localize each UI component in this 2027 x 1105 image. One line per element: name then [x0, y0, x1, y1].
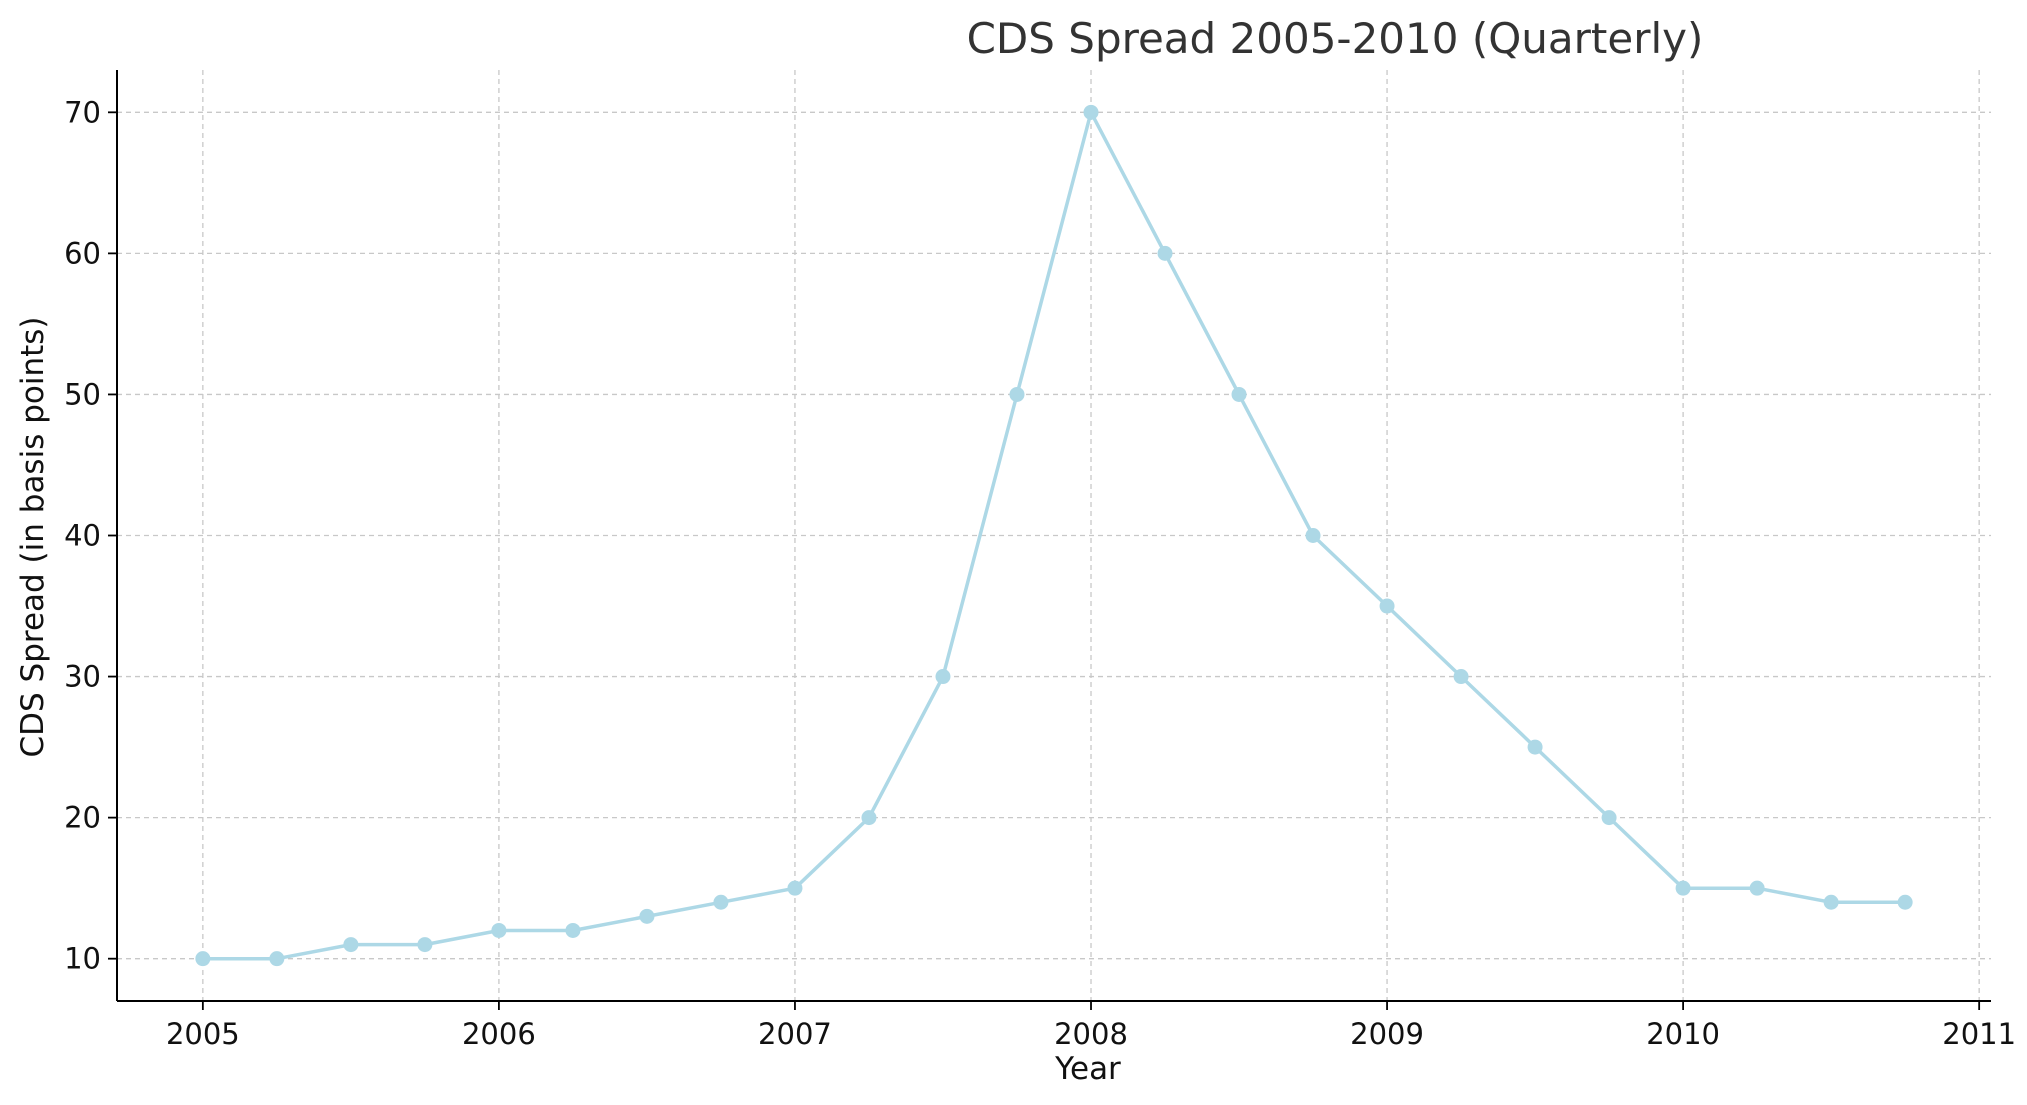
y-axis-ticks: 10 20 30 40 50 60 70 — [64, 95, 117, 976]
data-point — [639, 908, 655, 924]
y-tick-label: 10 — [64, 942, 101, 976]
grid — [117, 70, 1991, 1001]
data-point — [1527, 739, 1543, 755]
x-axis-ticks: 2005 2006 2007 2008 2009 2010 2011 — [166, 1001, 2016, 1051]
y-tick-label: 40 — [64, 519, 101, 553]
x-tick-label: 2011 — [1942, 1017, 2016, 1051]
chart-title: CDS Spread 2005-2010 (Quarterly) — [967, 14, 1704, 63]
data-point — [565, 922, 581, 938]
data-point — [1305, 528, 1321, 543]
series-line — [201, 110, 1907, 961]
x-axis-label: Year — [1054, 1051, 1121, 1087]
y-tick-label: 50 — [64, 377, 101, 411]
data-point — [417, 937, 433, 953]
y-tick-label: 70 — [64, 95, 101, 129]
x-tick-label: 2006 — [462, 1017, 536, 1051]
y-tick-label: 60 — [64, 236, 101, 270]
y-tick-label: 30 — [64, 660, 101, 694]
x-tick-label: 2007 — [758, 1017, 832, 1051]
data-point — [1379, 598, 1395, 614]
data-point — [935, 669, 951, 685]
data-point — [1453, 669, 1469, 685]
data-point — [343, 937, 359, 953]
data-point — [1897, 894, 1913, 910]
data-point — [1157, 245, 1173, 261]
data-point — [1749, 880, 1765, 896]
data-point — [269, 951, 285, 967]
data-point — [1083, 104, 1099, 120]
y-tick-label: 20 — [64, 801, 101, 835]
data-point — [1823, 894, 1839, 910]
data-point — [713, 894, 729, 910]
series — [195, 104, 1913, 967]
data-point — [1601, 810, 1617, 826]
data-point — [195, 951, 211, 967]
data-point — [491, 922, 507, 938]
x-tick-label: 2008 — [1054, 1017, 1128, 1051]
x-tick-label: 2010 — [1646, 1017, 1720, 1051]
y-axis-label: CDS Spread (in basis points) — [15, 316, 51, 757]
data-point — [1675, 880, 1691, 896]
data-point — [787, 880, 803, 896]
x-tick-label: 2009 — [1350, 1017, 1424, 1051]
data-point — [1231, 386, 1247, 402]
x-tick-label: 2005 — [166, 1017, 240, 1051]
data-point — [1009, 386, 1025, 402]
data-point — [861, 810, 877, 826]
